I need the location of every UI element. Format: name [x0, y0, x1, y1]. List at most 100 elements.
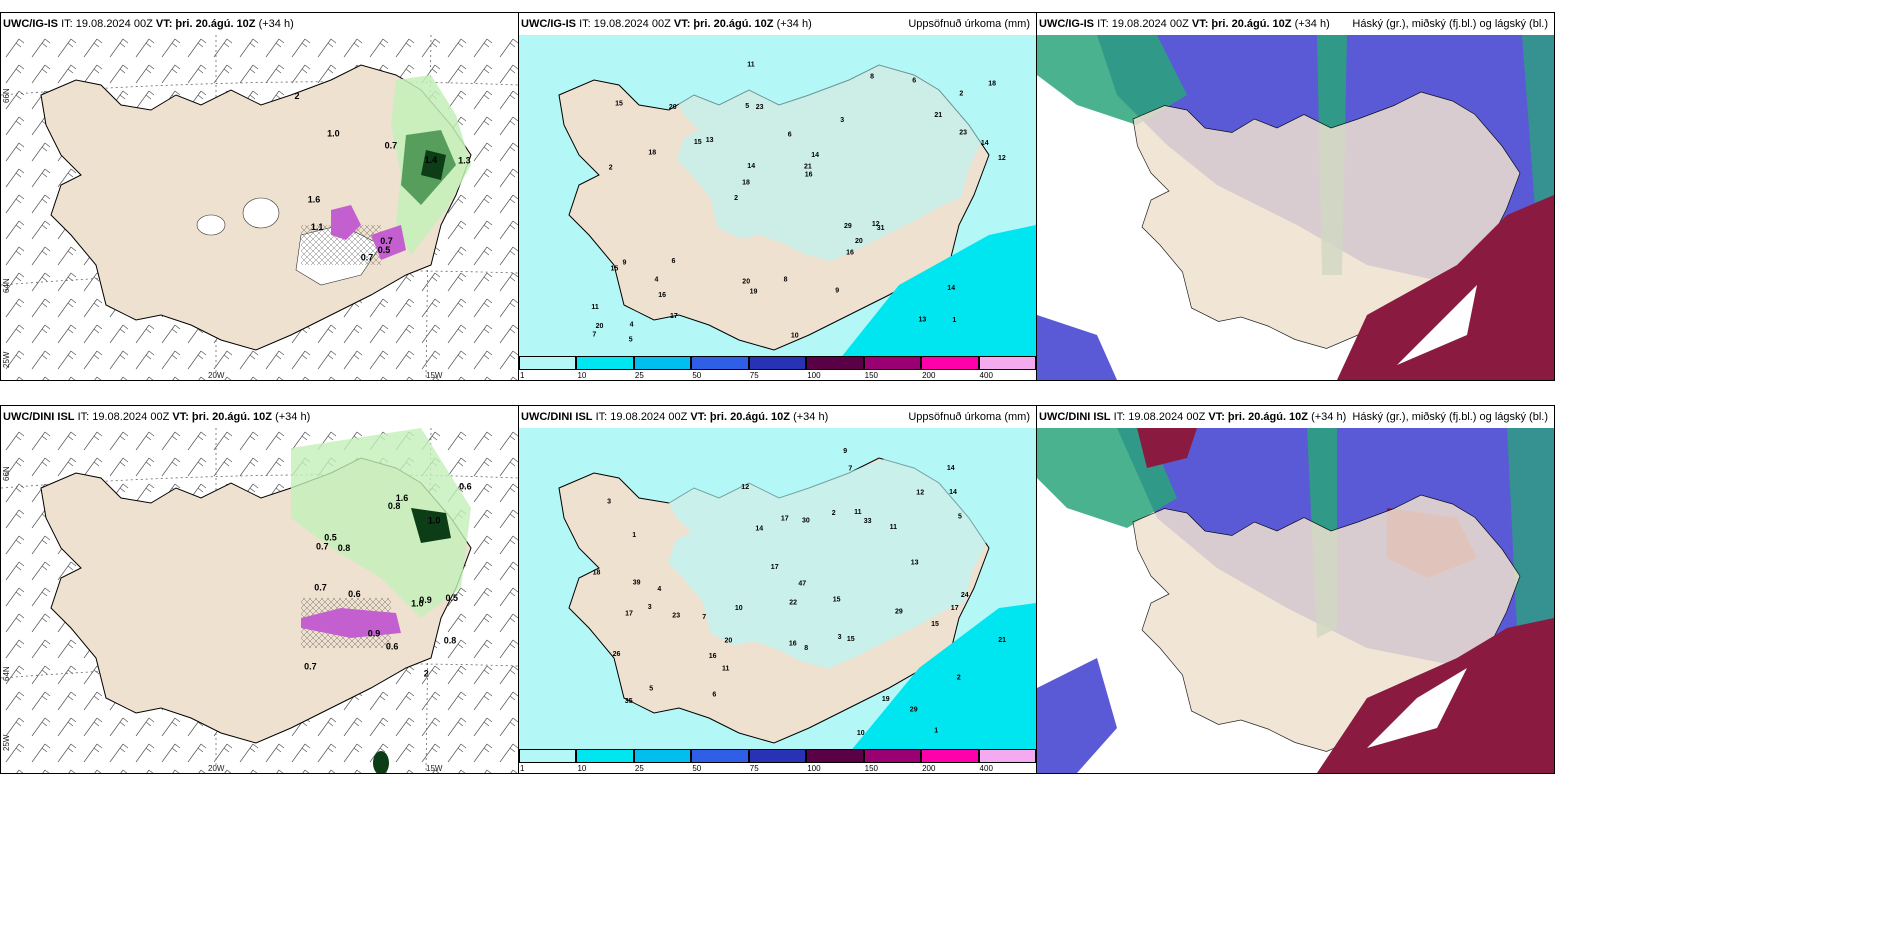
precip-value-label: 29 [910, 706, 918, 713]
precip-value-label: 3 [607, 499, 611, 506]
colorbar-swatch [978, 749, 1036, 763]
precip-value-label: 7 [848, 465, 852, 472]
precip-value-label: 1 [632, 532, 636, 539]
precip-value-label: 9 [623, 260, 627, 267]
precip-value-label: 2 [832, 510, 836, 517]
colorbar-tick: 400 [979, 371, 993, 380]
wind-value-label: 0.7 [316, 541, 329, 551]
wind-value-label: 0.7 [380, 236, 393, 246]
lead-time: (+34 h) [258, 18, 294, 30]
valid-time: þri. 20.ágú. 10Z [709, 411, 791, 423]
lead-time: (+34 h) [793, 411, 829, 423]
lon-label-25: 25W [2, 351, 11, 368]
map-panel-precip-dini: UWC/DINI ISL IT: 19.08.2024 00Z VT: þri.… [518, 405, 1037, 774]
colorbar-tick: 1 [520, 764, 525, 773]
precip-value-label: 31 [877, 225, 885, 232]
wind-value-label: 2 [424, 668, 429, 678]
colorbar-swatch [806, 356, 864, 370]
precip-value-label: 11 [890, 524, 898, 531]
colorbar-swatch [748, 356, 807, 370]
lead-time: (+34 h) [1311, 411, 1347, 423]
precip-value-label: 14 [981, 140, 989, 147]
precip-value-label: 8 [784, 276, 788, 283]
precip-value-label: 10 [857, 730, 865, 737]
valid-time-label: VT: [172, 411, 189, 423]
precip-value-label: 14 [947, 465, 955, 472]
colorbar-tick: 25 [634, 764, 644, 773]
wind-value-label: 1.6 [308, 195, 321, 205]
panel-header: UWC/DINI ISL IT: 19.08.2024 00Z VT: þri.… [1037, 406, 1554, 428]
colorbar-tick: 200 [922, 764, 936, 773]
wind-value-label: 0.9 [368, 629, 381, 639]
precip-value-label: 15 [694, 139, 702, 146]
precip-value-label: 6 [672, 258, 676, 265]
colorbar-swatch [863, 749, 922, 763]
precip-value-label: 23 [756, 104, 764, 111]
precip-value-label: 8 [804, 645, 808, 652]
init-time: IT: 19.08.2024 00Z [579, 18, 671, 30]
colorbar-tick: 25 [634, 371, 644, 380]
precip-value-label: 12 [741, 484, 749, 491]
precip-value-label: 14 [949, 489, 957, 496]
model-name: UWC/DINI ISL [1039, 411, 1111, 423]
colorbar-swatch [921, 749, 979, 763]
precip-value-label: 4 [657, 586, 661, 593]
wind-value-label: 1.1 [311, 222, 324, 232]
colorbar-swatch [576, 749, 634, 763]
init-time: IT: 19.08.2024 00Z [1097, 18, 1189, 30]
model-name: UWC/IG-IS [521, 18, 576, 30]
precip-value-label: 4 [655, 276, 659, 283]
wind-value-label: 0.6 [386, 642, 399, 652]
precip-value-label: 21 [998, 637, 1006, 644]
wind-value-label: 0.6 [459, 481, 472, 491]
panel-header: UWC/DINI ISL IT: 19.08.2024 00Z VT: þri.… [519, 406, 1036, 428]
lat-label-66: 66N [2, 466, 11, 481]
precip-value-label: 17 [771, 564, 779, 571]
precip-value-label: 8 [870, 74, 874, 81]
wind-value-label: 1.6 [396, 493, 409, 503]
precip-value-label: 22 [789, 599, 797, 606]
precip-value-label: 23 [959, 130, 967, 137]
precip-value-label: 24 [961, 592, 969, 599]
precip-value-label: 18 [593, 570, 601, 577]
precip-value-label: 7 [592, 332, 596, 339]
lon-label-15: 15W [426, 371, 443, 380]
valid-time-label: VT: [690, 411, 707, 423]
wind-value-label: 0.5 [378, 245, 391, 255]
precip-value-label: 16 [789, 641, 797, 648]
precip-value-label: 13 [919, 316, 927, 323]
colorbar-swatch [691, 356, 749, 370]
precip-value-label: 26 [613, 651, 621, 658]
precip-value-label: 39 [633, 579, 641, 586]
precip-value-label: 12 [998, 155, 1006, 162]
colorbar-swatch [863, 356, 922, 370]
precip-value-label: 15 [833, 596, 841, 603]
wind-value-label: 0.8 [444, 636, 457, 646]
model-name: UWC/DINI ISL [3, 411, 75, 423]
precip-value-label: 35 [625, 698, 633, 705]
valid-time-label: VT: [673, 18, 691, 30]
wind-value-label: 1.3 [458, 155, 471, 165]
lon-label-20: 20W [208, 371, 225, 380]
precip-value-label: 17 [670, 313, 678, 320]
panel-header: UWC/IG-IS IT: 19.08.2024 00Z VT: þri. 20… [1, 13, 518, 35]
colorbar-swatch [748, 749, 807, 763]
wind-value-label: 0.8 [388, 501, 401, 511]
panel-title: Háský (gr.), miðský (fj.bl.) og lágský (… [1352, 18, 1548, 30]
precip-value-label: 16 [846, 249, 854, 256]
precip-value-label: 11 [591, 304, 599, 311]
wind-value-label: 1.0 [411, 598, 424, 608]
map-panel-wind-dini: UWC/DINI ISL IT: 19.08.2024 00Z VT: þri.… [0, 405, 519, 774]
colorbar-tick: 50 [692, 371, 702, 380]
colorbar-tick: 400 [979, 764, 993, 773]
map-panel-cloud-dini: UWC/DINI ISL IT: 19.08.2024 00Z VT: þri.… [1036, 405, 1555, 774]
precip-value-label: 23 [672, 613, 680, 620]
wind-value-label: 1.4 [425, 155, 438, 165]
precip-value-label: 14 [811, 152, 819, 159]
precip-value-label: 6 [912, 78, 916, 85]
valid-time: þri. 20.ágú. 10Z [1227, 411, 1309, 423]
precip-value-label: 29 [844, 223, 852, 230]
precip-value-label: 18 [988, 80, 996, 87]
wind-value-label: 1.0 [428, 516, 441, 526]
precip-value-label: 29 [895, 609, 903, 616]
